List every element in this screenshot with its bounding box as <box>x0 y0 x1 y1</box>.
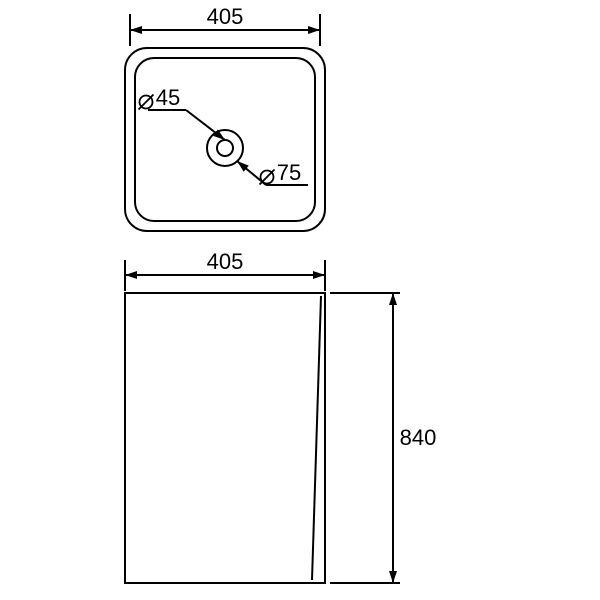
hole-inner-circle <box>217 140 233 156</box>
callout-inner-label: 45 <box>156 85 180 110</box>
callout-outer-label: 75 <box>277 160 301 185</box>
diameter-icon <box>139 95 154 110</box>
arrowhead-icon <box>130 26 142 34</box>
arrowhead-icon <box>389 571 397 583</box>
front-view-taper <box>312 296 321 580</box>
arrowhead-icon <box>125 271 137 279</box>
front-height-dim-label: 840 <box>400 425 437 450</box>
front-width-dim-label: 405 <box>207 249 244 274</box>
arrowhead-icon <box>389 293 397 305</box>
diameter-icon <box>260 170 275 185</box>
arrowhead-icon <box>308 26 320 34</box>
arrowhead-icon <box>313 271 325 279</box>
front-view-rect <box>125 293 325 583</box>
top-width-dim-label: 405 <box>207 4 244 29</box>
